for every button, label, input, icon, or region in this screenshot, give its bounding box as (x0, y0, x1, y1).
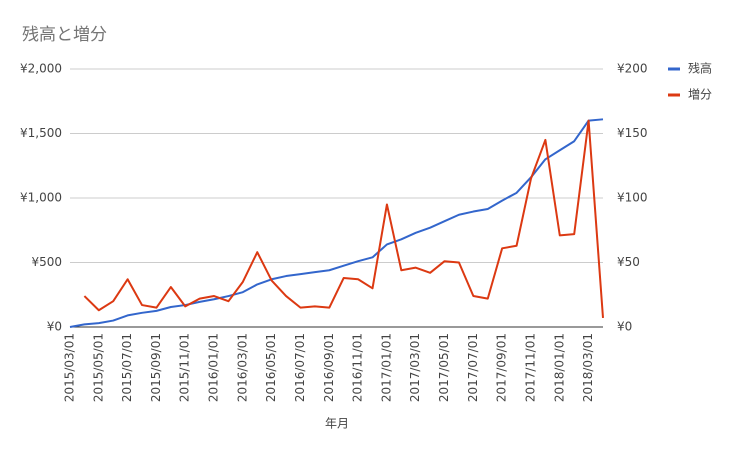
series-line (83, 119, 604, 319)
legend-label: 増分 (688, 88, 712, 102)
x-tick-label: 2016/09/01 (322, 333, 336, 402)
x-tick-label: 2018/01/01 (552, 333, 566, 402)
y2-tick-label: ¥200 (617, 62, 648, 76)
y2-tick-label: ¥150 (617, 126, 648, 140)
x-tick-label: 2016/05/01 (264, 333, 278, 402)
y-tick-label: ¥2,000 (20, 62, 62, 76)
series-line (69, 118, 604, 328)
y2-tick-label: ¥50 (617, 255, 640, 269)
x-axis-title: 年月 (325, 417, 349, 431)
y2-tick-label: ¥100 (617, 191, 648, 205)
x-tick-label: 2016/11/01 (351, 333, 365, 402)
y-tick-label: ¥0 (47, 320, 62, 334)
x-tick-label: 2017/07/01 (466, 333, 480, 402)
y-tick-label: ¥1,000 (20, 191, 62, 205)
x-tick-label: 2015/03/01 (63, 333, 77, 402)
x-tick-label: 2017/11/01 (523, 333, 537, 402)
x-tick-label: 2017/03/01 (408, 333, 422, 402)
legend-label: 残高 (688, 61, 712, 76)
y-tick-label: ¥1,500 (20, 126, 62, 140)
x-tick-label: 2016/07/01 (293, 333, 307, 402)
x-tick-label: 2016/01/01 (207, 333, 221, 402)
x-tick-label: 2015/09/01 (149, 333, 163, 402)
x-tick-label: 2015/05/01 (91, 333, 105, 402)
y-tick-label: ¥500 (31, 255, 62, 269)
x-tick-label: 2018/03/01 (581, 333, 595, 402)
x-tick-label: 2015/11/01 (178, 333, 192, 402)
chart-title: 残高と増分 (22, 25, 107, 45)
x-tick-label: 2016/03/01 (235, 333, 249, 402)
x-tick-label: 2017/01/01 (379, 333, 393, 402)
x-tick-label: 2017/09/01 (495, 333, 509, 402)
y2-tick-label: ¥0 (617, 320, 632, 334)
x-tick-label: 2015/07/01 (120, 333, 134, 402)
x-tick-label: 2017/05/01 (437, 333, 451, 402)
